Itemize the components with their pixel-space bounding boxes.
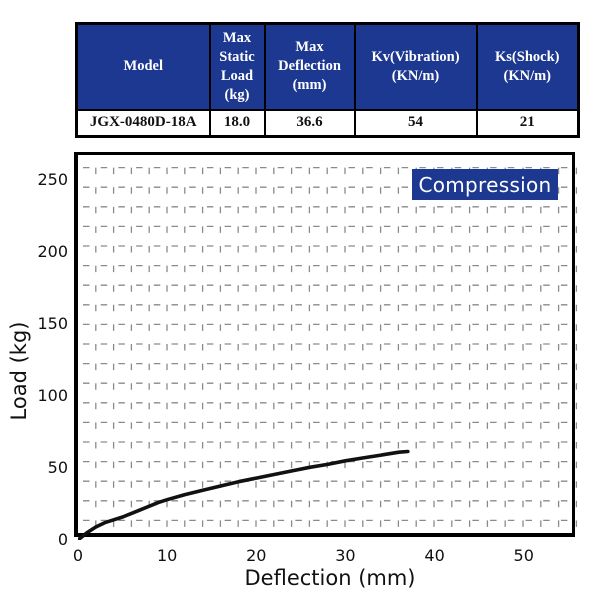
cell-kv-vibration: 54 (353, 108, 478, 138)
spec-table-header-row: Model Max Static Load (kg) Max Deflectio… (75, 22, 580, 111)
header-max-static-load: Max Static Load (kg) (208, 22, 266, 111)
x-tick-label: 10 (156, 546, 178, 565)
y-tick-label: 50 (47, 458, 68, 477)
cell-max-deflection: 36.6 (263, 108, 356, 138)
spec-table: Model Max Static Load (kg) Max Deflectio… (75, 22, 580, 138)
spec-table-data-row: JGX-0480D-18A 18.0 36.6 54 21 (75, 108, 580, 138)
cell-ks-shock: 21 (475, 108, 580, 138)
cell-max-static-load: 18.0 (208, 108, 266, 138)
compression-curve (78, 449, 410, 540)
y-tick-label: 100 (37, 386, 68, 406)
y-tick-label: 250 (37, 170, 68, 190)
cell-model: JGX-0480D-18A (75, 108, 211, 138)
plot-area: Compression (74, 152, 578, 540)
header-ks-shock: Ks(Shock) (KN/m) (475, 22, 580, 111)
header-kv-vibration: Kv(Vibration) (KN/m) (353, 22, 478, 111)
y-axis-label: Load (kg) (7, 321, 31, 421)
x-axis-label: Deflection (mm) (244, 566, 416, 590)
x-tick-label: 0 (72, 546, 84, 565)
header-max-deflection: Max Deflection (mm) (263, 22, 356, 111)
y-tick-label: 0 (57, 530, 68, 549)
plot-canvas (78, 157, 578, 540)
x-tick-label: 30 (335, 546, 356, 565)
compression-badge: Compression (412, 169, 558, 200)
x-tick-label: 50 (513, 546, 534, 565)
x-tick-label: 40 (424, 546, 445, 565)
y-tick-label: 200 (37, 242, 68, 262)
header-model: Model (75, 22, 211, 111)
x-tick-label: 20 (246, 546, 267, 565)
y-tick-label: 150 (37, 314, 68, 334)
